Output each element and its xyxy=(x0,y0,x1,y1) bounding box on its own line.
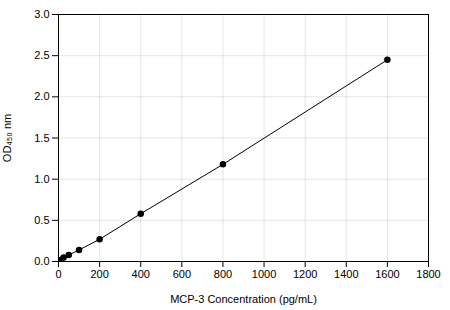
svg-text:OD₄₅₀ nm: OD₄₅₀ nm xyxy=(1,114,13,162)
svg-text:200: 200 xyxy=(90,268,108,280)
svg-text:1400: 1400 xyxy=(334,268,358,280)
svg-text:600: 600 xyxy=(173,268,191,280)
svg-text:0.0: 0.0 xyxy=(34,255,49,267)
svg-text:3.0: 3.0 xyxy=(34,8,49,20)
svg-text:0.5: 0.5 xyxy=(34,214,49,226)
svg-text:1800: 1800 xyxy=(416,268,440,280)
svg-text:1000: 1000 xyxy=(252,268,276,280)
svg-text:2.0: 2.0 xyxy=(34,90,49,102)
svg-text:800: 800 xyxy=(214,268,232,280)
svg-text:1200: 1200 xyxy=(293,268,317,280)
svg-text:1.5: 1.5 xyxy=(34,132,49,144)
svg-text:MCP-3 Concentration (pg/mL): MCP-3 Concentration (pg/mL) xyxy=(170,293,317,305)
svg-text:2.5: 2.5 xyxy=(34,49,49,61)
svg-text:1.0: 1.0 xyxy=(34,173,49,185)
svg-text:400: 400 xyxy=(132,268,150,280)
svg-text:1600: 1600 xyxy=(375,268,399,280)
svg-text:0: 0 xyxy=(55,268,61,280)
